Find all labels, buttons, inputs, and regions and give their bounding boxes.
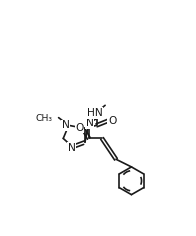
- Text: N: N: [62, 120, 70, 130]
- Text: N: N: [68, 143, 76, 153]
- Text: N: N: [86, 118, 93, 128]
- Text: HN: HN: [87, 108, 103, 118]
- Text: O: O: [75, 123, 84, 133]
- Text: O: O: [108, 116, 116, 126]
- Text: CH₃: CH₃: [35, 114, 52, 123]
